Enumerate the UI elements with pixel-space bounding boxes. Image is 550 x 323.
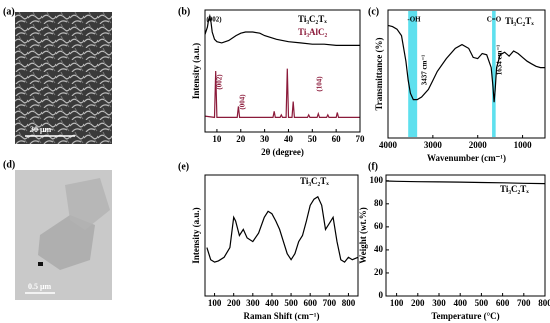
- chart-panel: Ti₃C₂Tₓ 100 200 300 400 500 600 700 800 Raman Shi…: [178, 161, 359, 321]
- x-tick-label: 40: [284, 134, 294, 144]
- x-tick-label: 10: [212, 134, 222, 144]
- panel-label: (f): [368, 161, 378, 172]
- data-line: [387, 24, 545, 103]
- y-tick-label: 20: [374, 267, 384, 277]
- x-tick-label: 700: [517, 298, 531, 308]
- panel-label: (b): [178, 6, 190, 17]
- panel-label: (e): [178, 161, 189, 172]
- x-tick-label: 2000: [469, 140, 488, 150]
- y-tick-label: 40: [374, 244, 384, 254]
- x-tick-label: 100: [390, 298, 404, 308]
- x-tick-label: 200: [411, 298, 425, 308]
- x-tick-label: 3000: [424, 140, 443, 150]
- x-tick-label: 500: [284, 298, 298, 308]
- x-tick-label: 50: [308, 134, 318, 144]
- flake: [65, 178, 110, 230]
- chart-panel: Ti₃C₂Tₓ 100 200 300 400 500 600 700 800 0 20 40 60 80…: [358, 161, 550, 321]
- y-tick-label: 80: [374, 198, 384, 208]
- panel-label: (c): [368, 6, 379, 17]
- particle: [38, 262, 43, 266]
- legend-entry: Ti₃C₂Tₓ: [500, 184, 529, 194]
- annotation: (002): [216, 74, 224, 90]
- highlight-band: [492, 11, 496, 137]
- x-tick-label: 400: [453, 298, 467, 308]
- annotation: C=O: [487, 16, 502, 24]
- plot-frame: [385, 174, 546, 297]
- x-tick-label: 4000: [379, 140, 398, 150]
- x-tick-label: 100: [208, 298, 222, 308]
- data-line: [204, 13, 360, 46]
- annotation: (002): [206, 16, 222, 24]
- y-tick-label: 100: [370, 175, 384, 185]
- highlight-band: [408, 11, 418, 137]
- x-tick-label: 70: [356, 134, 366, 144]
- chart-panel: Ti₃C₂Tₓ Ti₃AlC₂ 10 20 30 40 50 60 70 2θ (degree) I…: [178, 6, 365, 157]
- plot-frame: [387, 9, 546, 139]
- x-tick-label: 30: [260, 134, 270, 144]
- x-tick-label: 500: [475, 298, 489, 308]
- x-tick-label: 600: [496, 298, 510, 308]
- panel-label: (d): [3, 159, 15, 170]
- y-axis-label: Intensity (a.u.): [191, 207, 201, 263]
- x-tick-label: 20: [236, 134, 246, 144]
- legend-entry: Ti₃C₂Tₓ: [300, 176, 329, 186]
- annotation: -OH: [407, 16, 421, 24]
- chart-panel: Ti₃C₂Tₓ 4000 3000 2000 1000 Wavenumber (cm⁻¹)…: [368, 6, 546, 163]
- x-tick-label: 300: [246, 298, 260, 308]
- x-tick-label: 800: [538, 298, 550, 308]
- y-tick-label: 60: [374, 221, 384, 231]
- panel-a: (a) 30 μm: [3, 6, 112, 144]
- x-axis-label: 2θ (degree): [261, 147, 304, 157]
- y-axis-label: Intensity (a.u.): [191, 43, 201, 99]
- panel-label: (a): [3, 6, 15, 17]
- x-tick-label: 300: [432, 298, 446, 308]
- x-tick-label: 700: [323, 298, 337, 308]
- annotation: 3437 cm⁻¹: [421, 55, 429, 85]
- annotation: 1634 cm⁻¹: [496, 45, 504, 75]
- x-tick-label: 60: [332, 134, 342, 144]
- annotation: (104): [316, 76, 324, 92]
- x-axis-label: Temperature (°C): [431, 311, 499, 321]
- plot-frame: [204, 174, 359, 297]
- data-line: [204, 68, 360, 119]
- data-line: [385, 180, 546, 185]
- legend-entry: Ti₃C₂Tₓ: [505, 16, 534, 26]
- panel-d: (d) 0.5 μm: [3, 159, 112, 300]
- scale-label: 30 μm: [30, 125, 52, 134]
- legend-entry: Ti₃C₂Tₓ: [298, 14, 327, 24]
- annotation: (004): [239, 94, 247, 110]
- y-tick-label: 0: [379, 290, 384, 300]
- x-tick-label: 800: [342, 298, 356, 308]
- x-tick-label: 600: [303, 298, 317, 308]
- x-axis-label: Raman Shift (cm⁻¹): [244, 311, 320, 321]
- x-tick-label: 200: [227, 298, 241, 308]
- legend-entry: Ti₃AlC₂: [298, 27, 328, 37]
- x-tick-label: 1000: [514, 140, 533, 150]
- scale-label: 0.5 μm: [28, 282, 52, 291]
- data-line: [206, 195, 359, 263]
- plot-frame: [204, 9, 361, 133]
- flake: [38, 215, 95, 270]
- x-tick-label: 400: [265, 298, 279, 308]
- y-axis-label: Transmittance (%): [374, 37, 384, 110]
- sem-image: [15, 12, 112, 144]
- y-axis-label: Weight (wt.%): [358, 207, 368, 264]
- x-axis-label: Wavenumber (cm⁻¹): [427, 153, 506, 163]
